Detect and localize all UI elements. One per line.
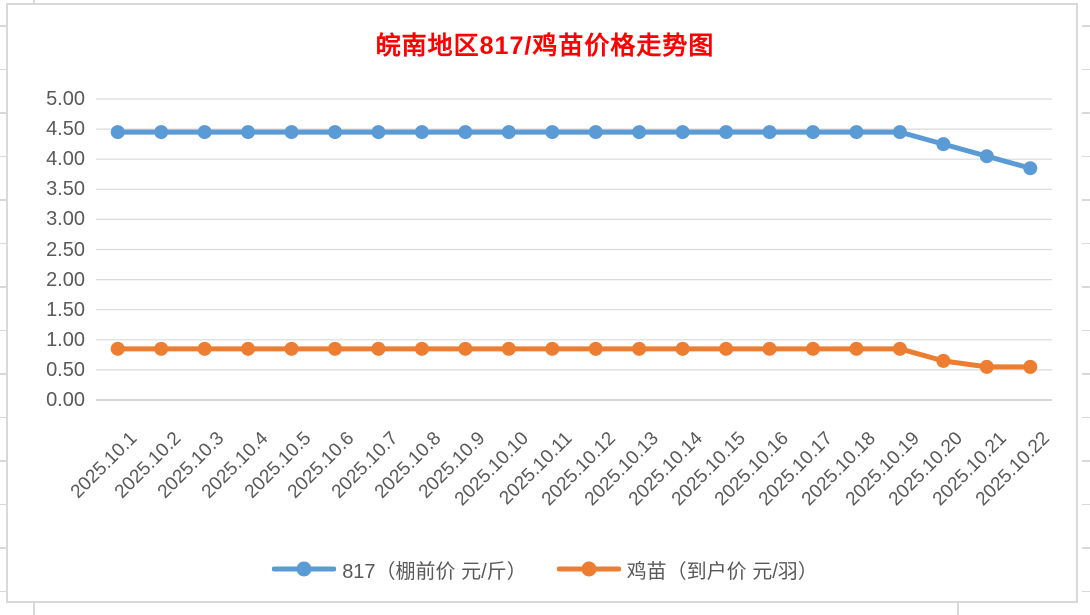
excel-gridline [1082, 25, 1090, 27]
data-point [979, 149, 994, 164]
data-point [197, 125, 212, 140]
data-point [501, 341, 516, 356]
y-axis-label: 0.50 [46, 358, 85, 381]
legend-item-1: 鸡苗（到户价 元/羽） [556, 555, 818, 584]
excel-gridline [1082, 242, 1090, 244]
excel-gridline [1082, 373, 1090, 375]
excel-gridline [1082, 68, 1090, 70]
data-point [197, 341, 212, 356]
excel-gridline [0, 547, 6, 549]
excel-gridline [1082, 503, 1090, 505]
data-point [545, 341, 560, 356]
excel-gridline [0, 503, 6, 505]
data-point [458, 125, 473, 140]
excel-gridline [1082, 155, 1090, 157]
excel-gridline [1082, 286, 1090, 288]
excel-gridline [0, 25, 6, 27]
data-point [371, 125, 386, 140]
data-point [675, 125, 690, 140]
excel-gridline [0, 373, 6, 375]
data-point [979, 359, 994, 374]
excel-gridline [33, 0, 35, 3]
data-point [719, 125, 734, 140]
y-axis-label: 4.50 [46, 118, 85, 141]
excel-gridline [1082, 199, 1090, 201]
y-axis-label: 4.00 [46, 148, 85, 171]
y-axis-label: 1.00 [46, 328, 85, 351]
excel-gridline [1082, 460, 1090, 462]
legend-label: 817（棚前价 元/斤） [342, 560, 527, 583]
data-point [1023, 359, 1038, 374]
data-point [719, 341, 734, 356]
data-point [328, 125, 342, 140]
data-point [284, 341, 299, 356]
data-point [154, 341, 169, 356]
data-point [588, 341, 603, 356]
legend-item-0: 817（棚前价 元/斤） [272, 555, 527, 584]
series-line-1 [115, 346, 1033, 370]
excel-gridline [1082, 329, 1090, 331]
series-line-0 [115, 129, 1033, 171]
excel-gridline [0, 242, 6, 244]
data-point [936, 353, 951, 368]
excel-gridline [0, 112, 6, 114]
data-point [675, 341, 690, 356]
y-axis-label: 1.50 [46, 298, 85, 321]
excel-gridline [0, 199, 6, 201]
data-point [414, 341, 429, 356]
data-point [762, 341, 777, 356]
excel-gridline [33, 603, 35, 615]
data-point [892, 341, 907, 356]
data-point [632, 341, 647, 356]
excel-gridline [0, 416, 6, 418]
data-point [892, 125, 907, 140]
data-point [110, 341, 125, 356]
excel-gridline [1082, 416, 1090, 418]
data-point [501, 125, 516, 140]
excel-gridline [1082, 590, 1090, 592]
data-point [241, 125, 256, 140]
excel-gridline [1082, 547, 1090, 549]
data-point [806, 125, 820, 140]
excel-gridline [0, 68, 6, 70]
y-axis-label: 0.00 [46, 389, 85, 411]
y-axis-label: 5.00 [46, 88, 85, 110]
excel-gridline [0, 460, 6, 462]
data-point [154, 125, 169, 140]
data-point [849, 341, 864, 356]
legend-marker-icon [556, 561, 621, 577]
data-point [588, 125, 603, 140]
excel-gridline [0, 286, 6, 288]
data-point [328, 341, 342, 356]
data-point [284, 125, 299, 140]
data-point [545, 125, 560, 140]
data-point [849, 125, 864, 140]
data-point [241, 341, 256, 356]
data-point [762, 125, 777, 140]
data-point [806, 341, 820, 356]
chart-title: 皖南地区817/鸡苗价格走势图 [375, 32, 715, 60]
excel-gridline [0, 590, 6, 592]
legend-marker-icon [272, 561, 337, 577]
y-axis-label: 2.50 [46, 238, 85, 261]
data-point [1023, 161, 1038, 176]
y-axis-label: 3.50 [46, 178, 85, 201]
excel-gridline [1082, 112, 1090, 114]
legend-label: 鸡苗（到户价 元/羽） [626, 560, 818, 583]
excel-gridline [957, 603, 959, 615]
chart-legend: 817（棚前价 元/斤） 鸡苗（到户价 元/羽） [0, 552, 1090, 586]
data-point [936, 137, 951, 152]
data-point [458, 341, 473, 356]
data-point [632, 125, 647, 140]
data-point [371, 341, 386, 356]
data-point [414, 125, 429, 140]
y-axis-label: 3.00 [46, 208, 85, 231]
excel-gridline [0, 155, 6, 157]
chart-area [6, 3, 1078, 603]
y-axis-label: 2.00 [46, 268, 85, 291]
data-point [110, 125, 125, 140]
excel-gridline [0, 329, 6, 331]
